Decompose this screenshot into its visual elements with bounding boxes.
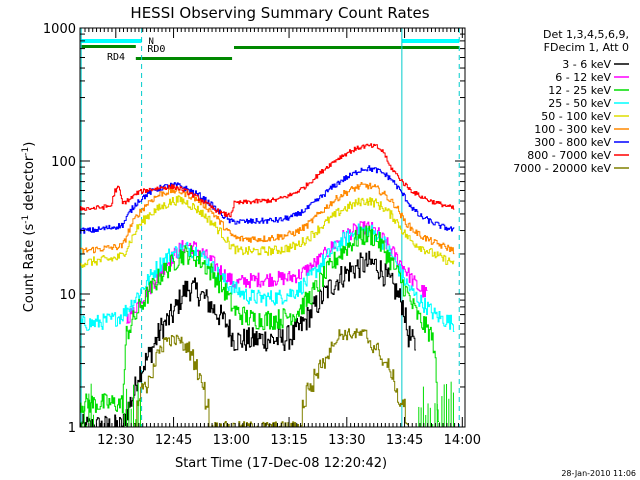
x-tick-label: 13:15 — [270, 433, 307, 448]
x-tick-label: 14:00 — [444, 433, 481, 448]
plot-frame — [79, 27, 466, 428]
y-axis: 1 10 100 1000 — [43, 22, 465, 436]
x-tick-label: 13:00 — [213, 433, 250, 448]
flag-label-rd0: RD0 — [147, 44, 165, 55]
event-lines — [80, 28, 460, 427]
legend-item-label: 12 - 25 keV — [548, 84, 611, 97]
y-tick-label: 1000 — [43, 22, 76, 37]
series-line-2 — [126, 221, 428, 324]
legend-item-label: 3 - 6 keV — [562, 58, 611, 71]
legend-item-label: 50 - 100 keV — [541, 110, 611, 123]
series-line-7 — [80, 165, 455, 234]
x-tick-label: 13:45 — [386, 433, 423, 448]
x-tick-label: 13:30 — [328, 433, 365, 448]
x-tick-label: 12:45 — [155, 433, 192, 448]
legend: Det 1,3,4,5,6,9, FDecim 1, Att 0 3 - 6 k… — [513, 28, 629, 175]
series-line-6 — [80, 182, 455, 255]
legend-item-label: 300 - 800 keV — [534, 136, 611, 149]
legend-item-label: 7000 - 20000 keV — [513, 162, 611, 175]
flag-label-n: N — [149, 37, 154, 47]
flag-bar-n — [81, 39, 142, 43]
legend-item-label: 6 - 12 keV — [555, 71, 611, 84]
series-line-4 — [80, 223, 455, 332]
legend-header-2: FDecim 1, Att 0 — [544, 41, 629, 54]
flag-label-rd4: RD4 — [107, 52, 125, 63]
x-tick-label: 12:30 — [97, 433, 134, 448]
timestamp: 28-Jan-2010 11:06 — [561, 469, 636, 478]
y-tick-label: 10 — [59, 288, 76, 303]
series-line-5 — [80, 195, 455, 268]
series-line-1 — [80, 250, 416, 428]
legend-item-label: 800 - 7000 keV — [527, 149, 611, 162]
flag-bar-rd4 — [135, 57, 233, 60]
x-axis: 12:30 12:45 13:00 13:15 13:30 13:45 14:00 — [84, 28, 481, 448]
y-axis-label: Count Rate (s-1 detector-1) — [21, 142, 37, 313]
flag-bar-rd0 — [234, 46, 460, 49]
legend-item-label: 100 - 300 keV — [534, 123, 611, 136]
flag-bar-n — [401, 39, 460, 43]
chart-title: HESSI Observing Summary Count Rates — [130, 4, 429, 22]
x-axis-label: Start Time (17-Dec-08 12:20:42) — [175, 456, 387, 471]
y-tick-label: 1 — [68, 421, 76, 436]
y-tick-label: 100 — [51, 155, 76, 170]
legend-item-label: 25 - 50 keV — [548, 97, 611, 110]
series-line-8 — [80, 143, 455, 218]
series-line-3 — [80, 225, 439, 422]
flag-bar-rd0 — [81, 45, 136, 48]
legend-header-1: Det 1,3,4,5,6,9, — [543, 28, 629, 41]
